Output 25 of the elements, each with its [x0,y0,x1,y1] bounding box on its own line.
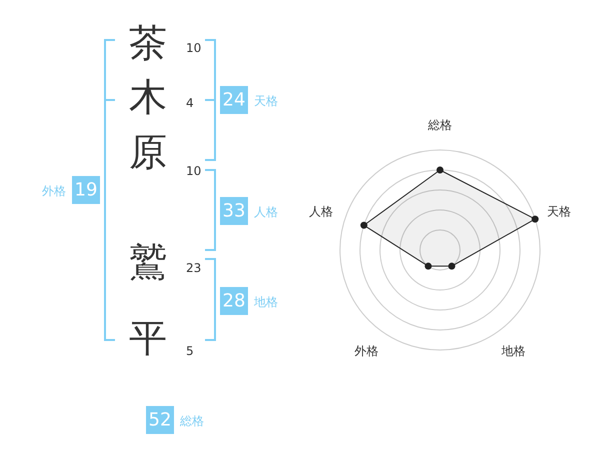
text: 52 [148,410,172,430]
text: 総格 [179,414,204,428]
data-label: 4 [186,96,194,110]
text: 33 [222,200,246,222]
text: 外格 [42,184,66,198]
text: 19 [74,180,98,200]
category-label: 原 [129,130,167,174]
data-label: 23 [186,261,202,275]
category-label: 平 [129,316,167,360]
data-label: 10 [186,41,202,55]
text: 24 [222,90,246,110]
spoke-label: 外格 [354,344,379,358]
data-label: 5 [186,344,194,358]
spoke-label: 天格 [546,204,571,218]
category-label: 茶 [129,21,167,65]
spoke-label: 地格 [500,344,526,358]
category-label: 木 [129,75,167,119]
text: 天格 [254,94,278,108]
text: 28 [222,290,246,312]
spoke-label: 人格 [309,204,334,218]
text: 地格 [253,295,278,309]
data-label: 10 [186,164,202,178]
category-label: 鷲 [129,240,167,284]
text: 人格 [254,205,278,219]
spoke-label: 総格 [427,118,452,132]
